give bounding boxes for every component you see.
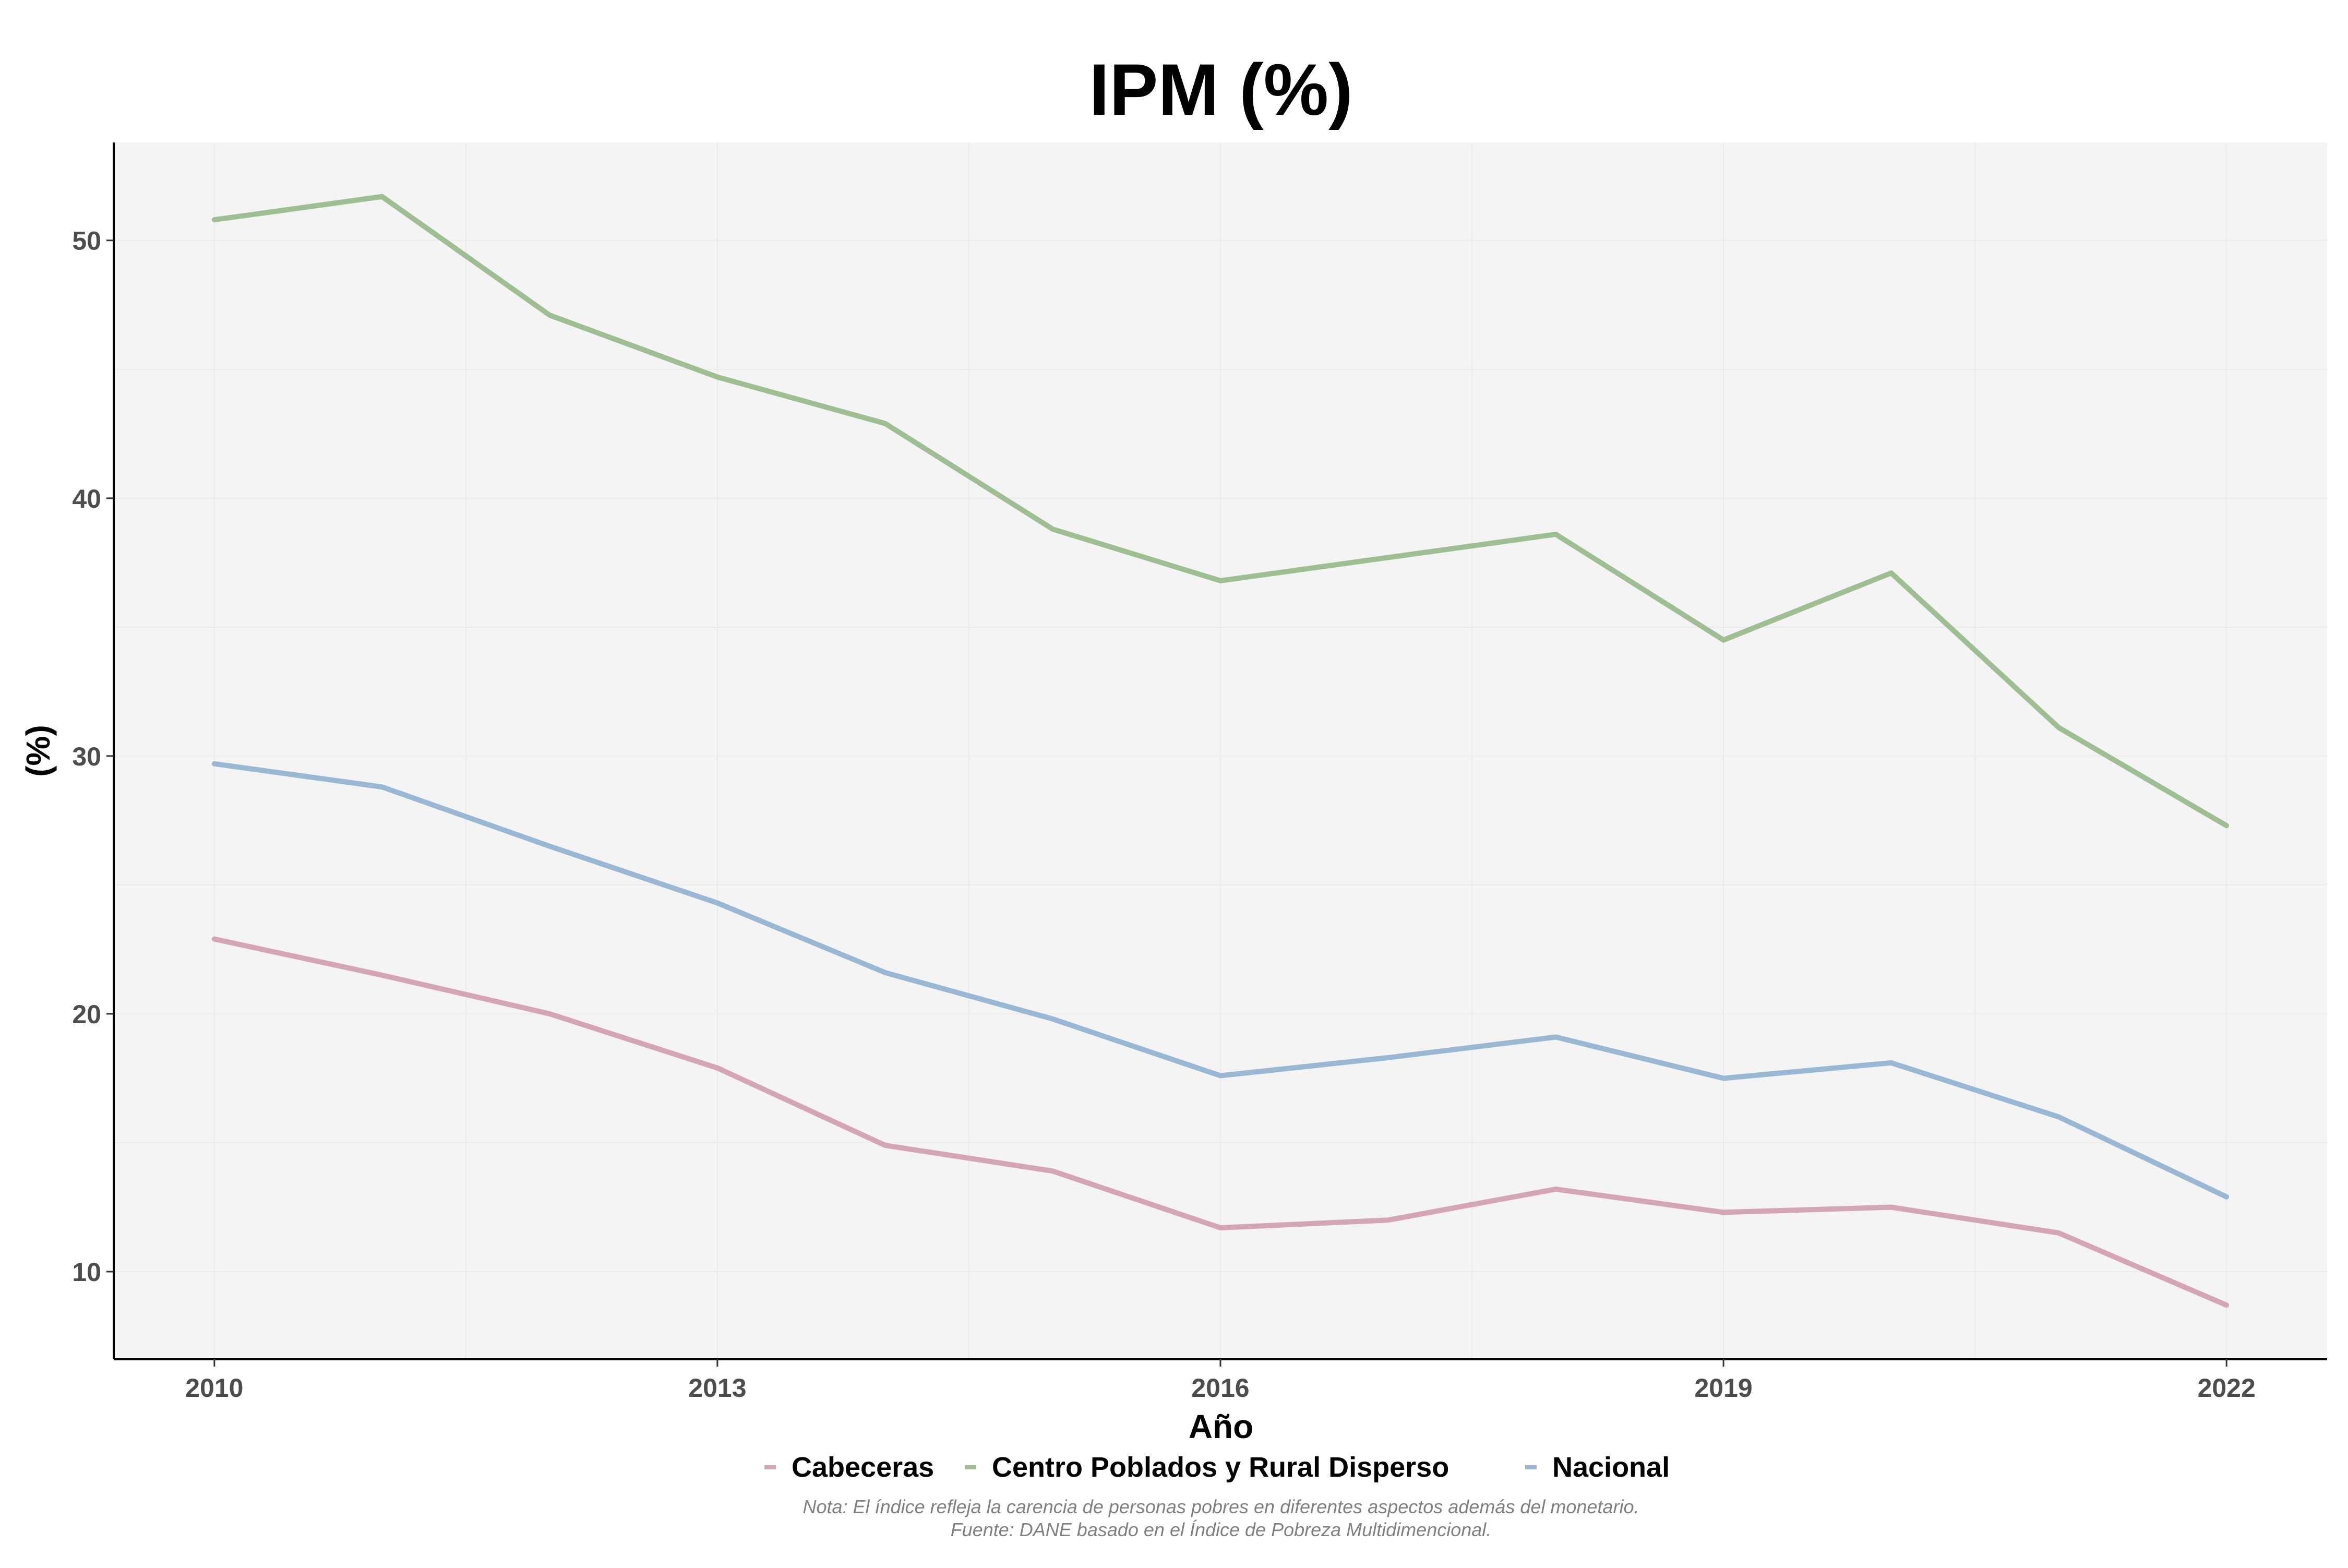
y-tick-label: 50 [72, 226, 101, 256]
legend-label-1: Centro Poblados y Rural Disperso [992, 1452, 1449, 1483]
series-line-0 [211, 936, 2230, 1308]
x-axis-ticks: 2010 2013 2016 2019 2022 [185, 1359, 2256, 1403]
legend: Cabeceras Centro Poblados y Rural Dispers… [764, 1452, 1670, 1483]
y-axis-title: (%) [19, 725, 57, 777]
y-tick-label: 40 [72, 484, 101, 513]
x-tick-label: 2022 [2198, 1373, 2256, 1403]
x-tick-label: 2019 [1694, 1373, 1752, 1403]
series-line-1 [211, 194, 2230, 829]
gridlines [114, 142, 2327, 1359]
chart-title: IPM (%) [1089, 49, 1353, 130]
x-axis-title: Año [1189, 1408, 1253, 1445]
x-tick-label: 2010 [185, 1373, 243, 1403]
legend-label-2: Nacional [1552, 1452, 1670, 1483]
chart-source: Fuente: DANE basado en el Índice de Pobr… [951, 1519, 1492, 1540]
chart-note: Nota: El índice refleja la carencia de p… [803, 1496, 1639, 1517]
y-tick-label: 30 [72, 742, 101, 771]
x-tick-label: 2016 [1191, 1373, 1249, 1403]
series-lines [211, 194, 2230, 1308]
legend-label-0: Cabeceras [792, 1452, 934, 1483]
x-tick-label: 2013 [688, 1373, 746, 1403]
y-tick-label: 20 [72, 1000, 101, 1029]
y-tick-label: 10 [72, 1258, 101, 1287]
series-line-2 [211, 761, 2230, 1200]
y-axis-ticks: 10 20 30 40 50 [72, 226, 114, 1287]
